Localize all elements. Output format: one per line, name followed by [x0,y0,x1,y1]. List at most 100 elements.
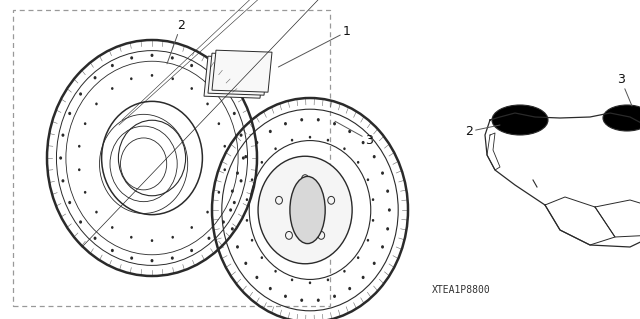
Ellipse shape [190,249,193,252]
Ellipse shape [78,145,81,148]
Ellipse shape [367,178,369,181]
Polygon shape [208,53,268,95]
Text: 2: 2 [465,125,500,138]
Ellipse shape [79,92,82,96]
Ellipse shape [343,147,346,150]
Ellipse shape [231,189,234,193]
Ellipse shape [151,74,153,77]
Ellipse shape [246,219,248,222]
Polygon shape [204,56,264,98]
Ellipse shape [242,156,245,160]
Ellipse shape [61,179,65,182]
Ellipse shape [372,155,376,158]
Ellipse shape [218,191,220,194]
Ellipse shape [236,245,239,249]
Ellipse shape [357,256,360,259]
Ellipse shape [362,141,365,144]
Ellipse shape [130,77,132,80]
Ellipse shape [231,227,234,231]
Ellipse shape [172,77,174,80]
Ellipse shape [367,239,369,241]
Ellipse shape [300,299,303,302]
Ellipse shape [260,161,263,164]
Ellipse shape [61,134,65,137]
Ellipse shape [191,226,193,229]
Ellipse shape [291,139,293,142]
Ellipse shape [388,208,391,212]
Ellipse shape [68,201,71,204]
Ellipse shape [246,198,248,201]
Ellipse shape [308,281,311,284]
Ellipse shape [260,256,263,259]
Text: 3: 3 [617,73,632,106]
Ellipse shape [206,211,209,213]
Ellipse shape [150,54,154,57]
Ellipse shape [191,87,193,90]
Ellipse shape [190,64,193,67]
Ellipse shape [233,201,236,204]
Ellipse shape [275,147,276,150]
Ellipse shape [130,56,133,60]
Ellipse shape [78,168,81,171]
Ellipse shape [236,171,239,175]
Ellipse shape [84,122,86,125]
Ellipse shape [317,299,320,302]
Ellipse shape [111,249,114,252]
Ellipse shape [386,227,389,231]
Ellipse shape [300,118,303,122]
Text: 3: 3 [335,121,373,146]
Ellipse shape [317,118,320,122]
Ellipse shape [130,236,132,239]
Ellipse shape [284,295,287,298]
Ellipse shape [111,87,113,90]
Ellipse shape [381,171,384,175]
Ellipse shape [381,245,384,249]
Ellipse shape [222,92,225,96]
Ellipse shape [348,287,351,290]
Ellipse shape [229,208,232,212]
Ellipse shape [172,236,174,239]
Text: 2: 2 [167,19,185,64]
Polygon shape [212,50,272,92]
Ellipse shape [333,295,336,298]
Ellipse shape [93,237,97,240]
Ellipse shape [333,122,336,125]
Ellipse shape [59,156,62,160]
Text: XTEA1P8800: XTEA1P8800 [431,285,490,295]
Ellipse shape [244,262,247,265]
Ellipse shape [233,112,236,115]
Bar [13,10,330,306]
Ellipse shape [290,176,325,244]
Ellipse shape [362,276,365,279]
Ellipse shape [291,278,293,281]
Ellipse shape [603,105,640,131]
Ellipse shape [343,270,346,273]
Ellipse shape [207,237,211,240]
Ellipse shape [372,262,376,265]
Ellipse shape [348,130,351,133]
Ellipse shape [269,287,272,290]
Ellipse shape [239,179,243,182]
Ellipse shape [275,270,276,273]
Ellipse shape [269,130,272,133]
Ellipse shape [258,156,352,264]
Ellipse shape [207,76,211,79]
Ellipse shape [79,220,82,224]
Ellipse shape [255,141,259,144]
Ellipse shape [95,102,98,105]
Text: 1: 1 [278,25,351,67]
Ellipse shape [93,76,97,79]
Ellipse shape [218,122,220,125]
Ellipse shape [239,134,243,137]
Ellipse shape [171,56,174,60]
Ellipse shape [223,145,226,148]
Ellipse shape [308,136,311,138]
Ellipse shape [327,278,329,281]
Ellipse shape [372,198,374,201]
Ellipse shape [327,139,329,142]
Ellipse shape [151,239,153,242]
Ellipse shape [255,276,259,279]
Ellipse shape [84,191,86,194]
Ellipse shape [386,189,389,193]
Ellipse shape [171,256,174,260]
